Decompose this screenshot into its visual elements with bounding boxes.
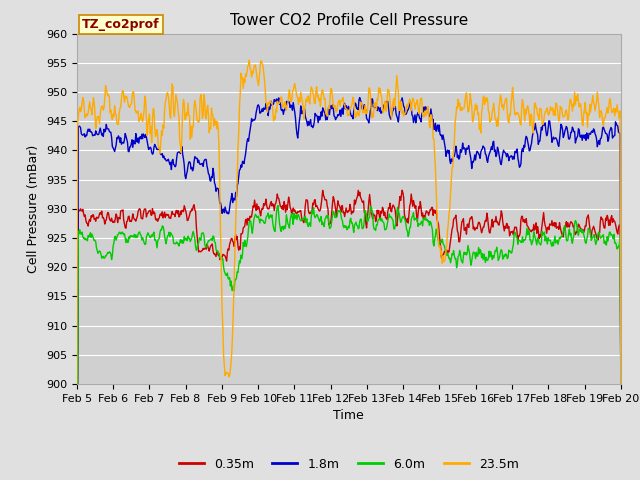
Title: Tower CO2 Profile Cell Pressure: Tower CO2 Profile Cell Pressure — [230, 13, 468, 28]
Text: TZ_co2prof: TZ_co2prof — [82, 18, 160, 31]
Y-axis label: Cell Pressure (mBar): Cell Pressure (mBar) — [28, 144, 40, 273]
X-axis label: Time: Time — [333, 409, 364, 422]
Legend: 0.35m, 1.8m, 6.0m, 23.5m: 0.35m, 1.8m, 6.0m, 23.5m — [173, 453, 524, 476]
